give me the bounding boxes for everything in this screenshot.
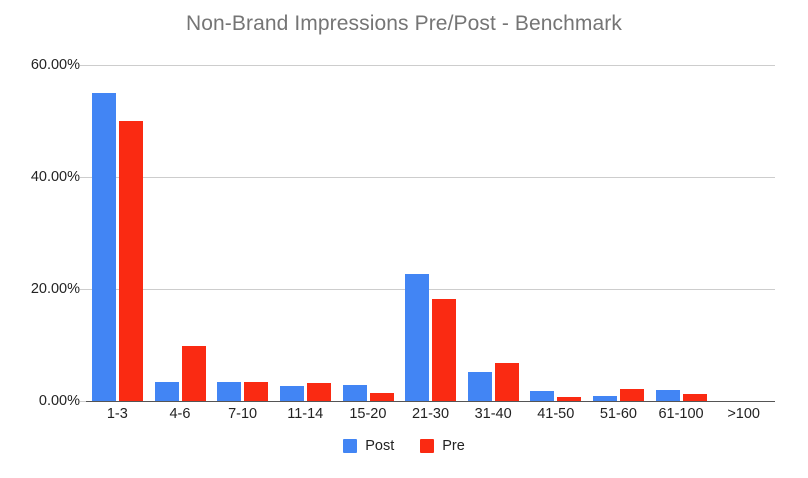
legend-swatch-post — [343, 439, 358, 453]
y-axis-tick-label: 20.00% — [30, 281, 80, 297]
y-axis-tick — [80, 401, 86, 402]
bar-group — [524, 65, 587, 401]
bar-pre-4-6[interactable] — [181, 346, 206, 401]
legend-item-pre[interactable]: Pre — [420, 438, 465, 454]
x-axis-tick-label: 41-50 — [537, 406, 575, 422]
y-axis-tick-label: 60.00% — [30, 57, 80, 73]
bar-group — [399, 65, 462, 401]
x-axis-tick-label: 4-6 — [169, 406, 191, 422]
chart-legend: Post Pre — [0, 438, 808, 454]
bar-pre-11-14[interactable] — [306, 383, 331, 401]
y-axis-tick-label: 40.00% — [30, 169, 80, 185]
bar-post-41-50[interactable] — [530, 390, 555, 401]
gridline — [86, 65, 775, 66]
bar-pre-51-60[interactable] — [620, 389, 645, 401]
legend-label: Pre — [442, 438, 465, 454]
y-axis-tick — [80, 65, 86, 66]
legend-item-post[interactable]: Post — [343, 438, 394, 454]
bar-group — [211, 65, 274, 401]
bar-group — [274, 65, 337, 401]
y-axis-tick-labels: 0.00% 20.00% 40.00% 60.00% — [8, 57, 80, 409]
bar-post-31-40[interactable] — [467, 371, 492, 401]
x-axis-tick-label: 15-20 — [349, 406, 387, 422]
bar-group — [149, 65, 212, 401]
bar-pre-1-3[interactable] — [119, 121, 143, 401]
bar-pre-61-100[interactable] — [682, 393, 707, 401]
bar-pre-41-50[interactable] — [557, 397, 582, 401]
x-axis-tick-label: 61-100 — [658, 406, 704, 422]
x-axis-tick-label: 51-60 — [599, 406, 637, 422]
chart-title: Non-Brand Impressions Pre/Post - Benchma… — [185, 12, 623, 35]
y-axis-tick — [80, 289, 86, 290]
bar-group — [650, 65, 713, 401]
bar-post-7-10[interactable] — [217, 381, 242, 401]
x-axis-tick-label: 21-30 — [411, 406, 450, 422]
legend-label: Post — [365, 438, 395, 454]
bar-post-61-100[interactable] — [655, 389, 680, 401]
bar-group — [337, 65, 400, 401]
bar-pre-31-40[interactable] — [494, 362, 519, 401]
bar-group — [712, 65, 775, 401]
x-axis-line — [86, 401, 775, 402]
bar-post-15-20[interactable] — [342, 385, 367, 401]
bar-pre-15-20[interactable] — [369, 392, 394, 401]
x-axis-tick-label: 11-14 — [287, 406, 324, 422]
gridline — [86, 289, 775, 290]
bar-post-21-30[interactable] — [405, 273, 430, 401]
bar-pre-21-30[interactable] — [432, 299, 457, 401]
bar-group — [86, 65, 149, 401]
x-axis-tick-label: 31-40 — [474, 406, 512, 422]
y-axis-tick — [80, 177, 86, 178]
x-axis-tick-label: 7-10 — [228, 406, 258, 422]
bar-post-11-14[interactable] — [279, 385, 304, 401]
x-axis-tick-labels: 1-3 4-6 7-10 11-14 15-20 21-30 31-40 41-50 51-60… — [86, 404, 775, 428]
x-axis-tick-label: 1-3 — [106, 406, 128, 422]
plot-area — [80, 65, 775, 402]
gridline — [86, 177, 775, 178]
bar-group — [462, 65, 525, 401]
legend-swatch-pre — [420, 439, 435, 453]
bar-post-4-6[interactable] — [154, 381, 179, 401]
bar-group — [587, 65, 650, 401]
y-axis-tick-label: 0.00% — [38, 393, 80, 409]
bar-pre-7-10[interactable] — [244, 381, 269, 401]
x-axis-tick-label: >100 — [727, 406, 761, 422]
bar-post-1-3[interactable] — [92, 93, 116, 401]
bar-post-51-60[interactable] — [593, 395, 618, 401]
